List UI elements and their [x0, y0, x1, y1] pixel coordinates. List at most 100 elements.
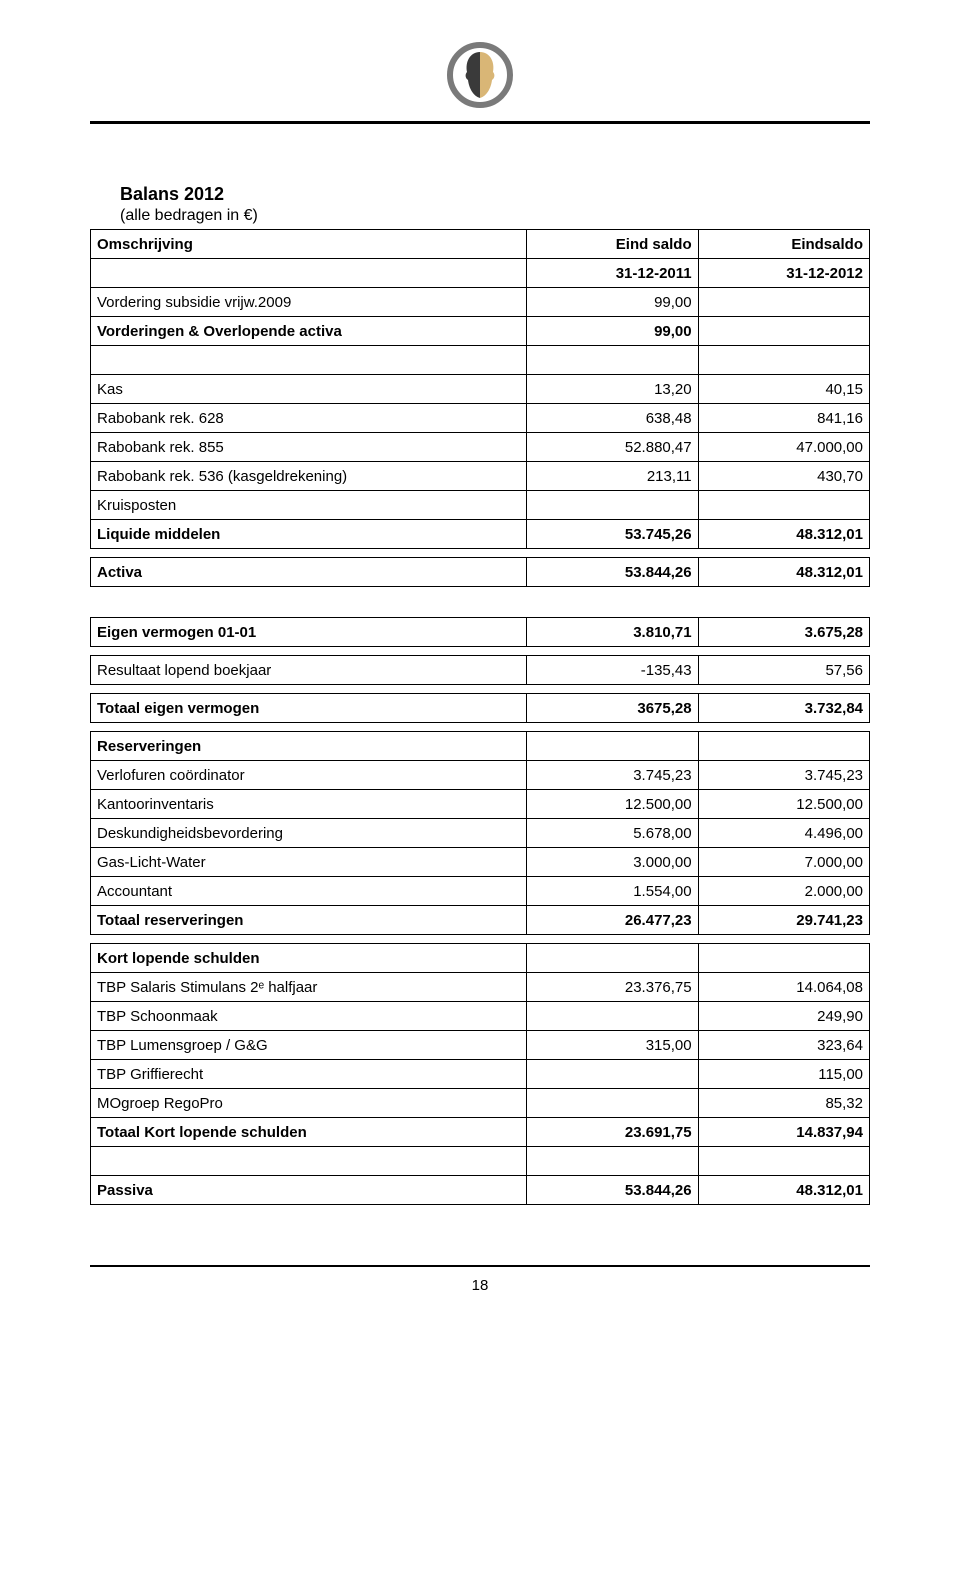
activa-total-v1: 53.844,26	[527, 558, 698, 587]
totaal-res-v2: 29.741,23	[698, 906, 869, 935]
activa-total-row: Activa 53.844,26 48.312,01	[91, 558, 870, 587]
header-empty	[91, 259, 527, 288]
empty-row	[91, 1147, 870, 1176]
empty-cell	[527, 944, 698, 973]
table-totaal-ev: Totaal eigen vermogen 3675,28 3.732,84	[90, 693, 870, 723]
footer-divider	[90, 1265, 870, 1267]
row-v1: 3.745,23	[527, 761, 698, 790]
table-header-row-2: 31-12-2011 31-12-2012	[91, 259, 870, 288]
spacer	[90, 587, 870, 617]
header-col2b: 31-12-2012	[698, 259, 869, 288]
row-desc: Verlofuren coördinator	[91, 761, 527, 790]
logo-container	[90, 40, 870, 115]
table-row: MOgroep RegoPro 85,32	[91, 1089, 870, 1118]
row-desc: Deskundigheidsbevordering	[91, 819, 527, 848]
row-desc: MOgroep RegoPro	[91, 1089, 527, 1118]
header-desc: Omschrijving	[91, 230, 527, 259]
row-desc: Vorderingen & Overlopende activa	[91, 317, 527, 346]
table-resultaat: Resultaat lopend boekjaar -135,43 57,56	[90, 655, 870, 685]
table-row	[91, 346, 870, 375]
activa-total-v2: 48.312,01	[698, 558, 869, 587]
empty-cell	[527, 1147, 698, 1176]
totaal-ev-v1: 3675,28	[527, 694, 698, 723]
header-divider	[90, 121, 870, 124]
row-v2	[698, 288, 869, 317]
totaal-res-desc: Totaal reserveringen	[91, 906, 527, 935]
table-row: Verlofuren coördinator3.745,233.745,23	[91, 761, 870, 790]
row-v2: 12.500,00	[698, 790, 869, 819]
page-title: Balans 2012	[120, 184, 870, 205]
spacer	[90, 723, 870, 731]
row-v2: 4.496,00	[698, 819, 869, 848]
table-row: Kas13,2040,15	[91, 375, 870, 404]
table-header-row-1: Omschrijving Eind saldo Eindsaldo	[91, 230, 870, 259]
table-row: Rabobank rek. 628638,48841,16	[91, 404, 870, 433]
row-desc: Rabobank rek. 628	[91, 404, 527, 433]
row-v1	[527, 1060, 698, 1089]
passiva-desc: Passiva	[91, 1176, 527, 1205]
passiva-row: Passiva 53.844,26 48.312,01	[91, 1176, 870, 1205]
row-desc: Rabobank rek. 536 (kasgeldrekening)	[91, 462, 527, 491]
row-v2: 323,64	[698, 1031, 869, 1060]
table-eigen-vermogen-start: Eigen vermogen 01-01 3.810,71 3.675,28	[90, 617, 870, 647]
row-v2	[698, 491, 869, 520]
empty-cell	[698, 944, 869, 973]
row-v1	[527, 1002, 698, 1031]
row-v2: 40,15	[698, 375, 869, 404]
row-v2: 48.312,01	[698, 520, 869, 549]
kort-header: Kort lopende schulden	[91, 944, 527, 973]
table-row: Liquide middelen53.745,2648.312,01	[91, 520, 870, 549]
reserveringen-header: Reserveringen	[91, 732, 527, 761]
spacer	[90, 647, 870, 655]
row-v2: 14.064,08	[698, 973, 869, 1002]
totaal-res-v1: 26.477,23	[527, 906, 698, 935]
row-v2: 249,90	[698, 1002, 869, 1031]
row-desc: Rabobank rek. 855	[91, 433, 527, 462]
header-col2a: Eindsaldo	[698, 230, 869, 259]
table-row: TBP Salaris Stimulans 2ᵉ halfjaar23.376,…	[91, 973, 870, 1002]
row-v2	[698, 317, 869, 346]
row-v1	[527, 346, 698, 375]
table-activa-total: Activa 53.844,26 48.312,01	[90, 557, 870, 587]
table-reserveringen: Reserveringen Verlofuren coördinator3.74…	[90, 731, 870, 935]
row-desc: Gas-Licht-Water	[91, 848, 527, 877]
passiva-v2: 48.312,01	[698, 1176, 869, 1205]
row-desc: Kas	[91, 375, 527, 404]
row-v1	[527, 1089, 698, 1118]
logo-icon	[445, 40, 515, 110]
row-v1: 52.880,47	[527, 433, 698, 462]
row-v1: 99,00	[527, 288, 698, 317]
ev-start-v2: 3.675,28	[698, 618, 869, 647]
passiva-v1: 53.844,26	[527, 1176, 698, 1205]
totaal-kort-v2: 14.837,94	[698, 1118, 869, 1147]
table-kort: Kort lopende schulden TBP Salaris Stimul…	[90, 943, 870, 1205]
resultaat-v2: 57,56	[698, 656, 869, 685]
table-row: TBP Schoonmaak249,90	[91, 1002, 870, 1031]
resultaat-v1: -135,43	[527, 656, 698, 685]
empty-cell	[527, 732, 698, 761]
header-col1b: 31-12-2011	[527, 259, 698, 288]
row-desc: TBP Lumensgroep / G&G	[91, 1031, 527, 1060]
row-v1: 315,00	[527, 1031, 698, 1060]
table-row: TBP Griffierecht115,00	[91, 1060, 870, 1089]
page-subtitle: (alle bedragen in €)	[120, 207, 870, 225]
row-v2: 7.000,00	[698, 848, 869, 877]
table-row: Vordering subsidie vrijw.200999,00	[91, 288, 870, 317]
row-desc: Kantoorinventaris	[91, 790, 527, 819]
row-desc: Kruisposten	[91, 491, 527, 520]
row-v2: 85,32	[698, 1089, 869, 1118]
row-v2: 3.745,23	[698, 761, 869, 790]
table-row: Gas-Licht-Water3.000,007.000,00	[91, 848, 870, 877]
empty-cell	[91, 1147, 527, 1176]
page-number: 18	[90, 1277, 870, 1324]
row-v2: 841,16	[698, 404, 869, 433]
table-row: Kruisposten	[91, 491, 870, 520]
resultaat-row: Resultaat lopend boekjaar -135,43 57,56	[91, 656, 870, 685]
row-v1: 13,20	[527, 375, 698, 404]
spacer	[90, 685, 870, 693]
row-v1: 12.500,00	[527, 790, 698, 819]
resultaat-desc: Resultaat lopend boekjaar	[91, 656, 527, 685]
row-desc: TBP Salaris Stimulans 2ᵉ halfjaar	[91, 973, 527, 1002]
totaal-kort-row: Totaal Kort lopende schulden 23.691,75 1…	[91, 1118, 870, 1147]
spacer	[90, 549, 870, 557]
